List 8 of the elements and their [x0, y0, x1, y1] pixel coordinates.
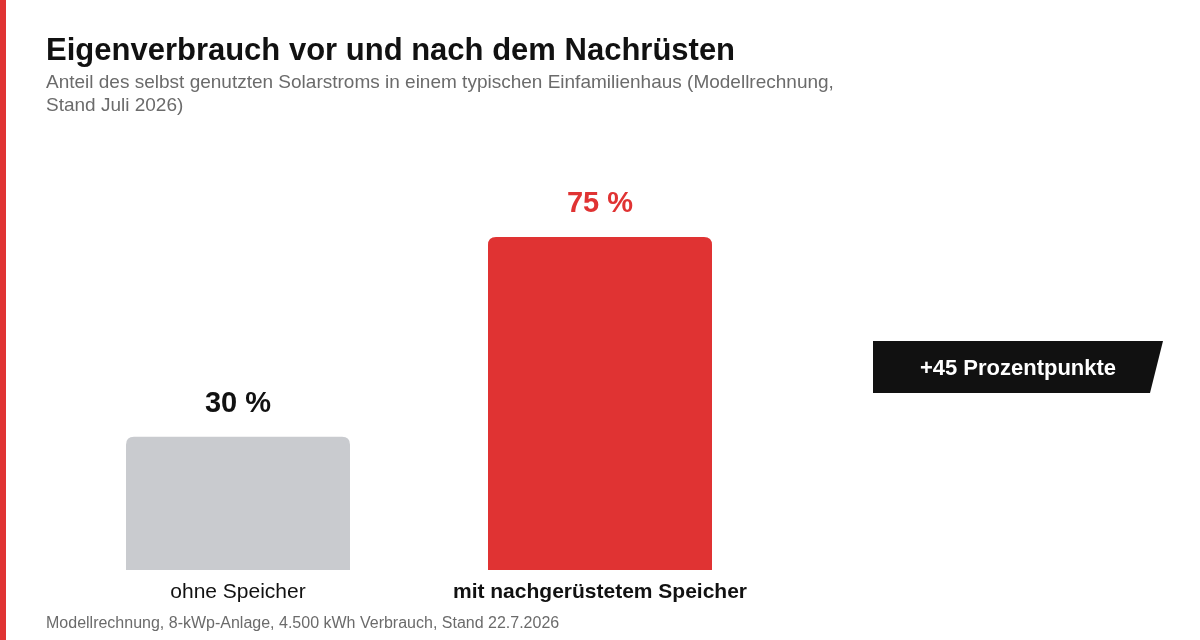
- text: +45 Prozentpunkte: [919, 355, 1117, 380]
- chart-title: Eigenverbrauch vor und nach dem Nachrüsten: [46, 32, 736, 67]
- text: Modellrechnung, 8-kWp-Anlage, 4.500 kWh Verbrauch, Stand 22.7.2026: [46, 614, 560, 631]
- chart-subtitle: Anteil des selbst genutzten Solarstroms in einem typischen Einfamilienhaus (Modellrechnung, Stand Juli 2026): [46, 71, 834, 115]
- data-label: 75 %: [566, 186, 634, 218]
- data-label: 30 %: [204, 385, 272, 418]
- x-tick-label: mit nachgerüstetem Speicher: [452, 579, 748, 602]
- x-tick-label: ohne Speicher: [170, 579, 306, 602]
